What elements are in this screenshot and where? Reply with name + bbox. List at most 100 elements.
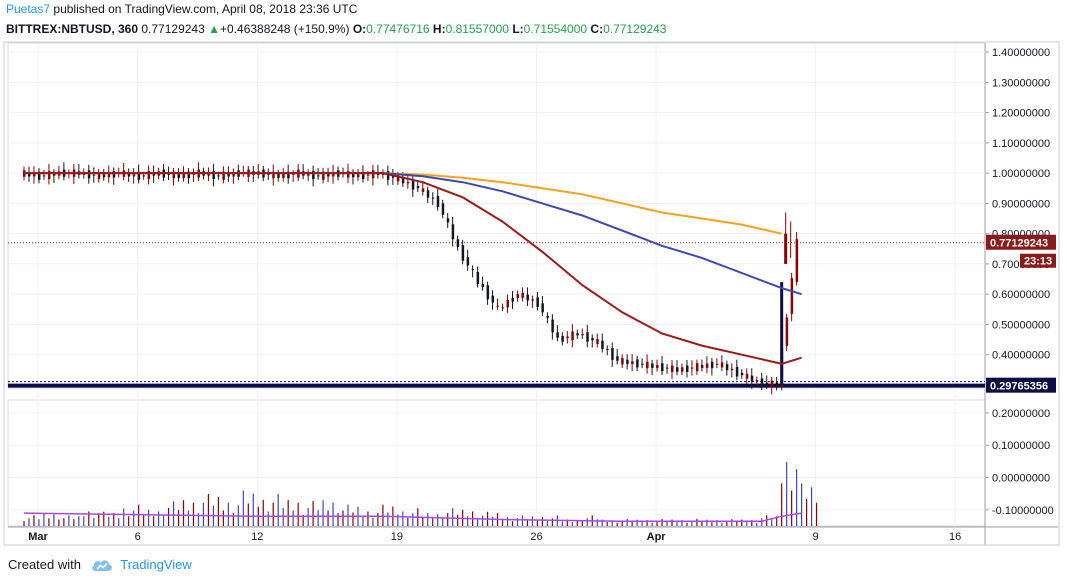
candle[interactable]: [431, 197, 435, 199]
candle[interactable]: [705, 363, 709, 368]
candle[interactable]: [616, 356, 619, 361]
candle[interactable]: [661, 363, 664, 372]
candle[interactable]: [312, 171, 315, 180]
candle[interactable]: [740, 372, 744, 376]
candle[interactable]: [790, 278, 794, 314]
candle[interactable]: [486, 285, 490, 300]
candle[interactable]: [561, 335, 564, 342]
candle[interactable]: [272, 171, 275, 179]
candle[interactable]: [426, 190, 430, 198]
spike-candle[interactable]: [780, 282, 784, 385]
candle[interactable]: [506, 299, 510, 308]
candle[interactable]: [87, 170, 91, 179]
candle[interactable]: [222, 171, 225, 180]
candle[interactable]: [770, 380, 774, 388]
candle[interactable]: [496, 305, 500, 307]
candle[interactable]: [47, 171, 51, 180]
candle[interactable]: [97, 172, 101, 180]
candle[interactable]: [750, 375, 754, 382]
candle[interactable]: [720, 362, 724, 368]
candle[interactable]: [327, 173, 330, 177]
candle[interactable]: [476, 271, 480, 284]
candle[interactable]: [656, 365, 659, 368]
candle[interactable]: [626, 359, 629, 365]
candle[interactable]: [107, 172, 111, 178]
candle[interactable]: [646, 361, 649, 369]
candle[interactable]: [232, 172, 235, 177]
candle[interactable]: [371, 170, 375, 179]
candle[interactable]: [386, 171, 390, 180]
candle[interactable]: [541, 303, 544, 313]
candle[interactable]: [27, 172, 31, 177]
candle[interactable]: [277, 173, 280, 178]
candle[interactable]: [596, 338, 599, 344]
candle[interactable]: [406, 181, 410, 184]
candle[interactable]: [671, 365, 674, 372]
candle[interactable]: [52, 172, 56, 176]
tradingview-brand[interactable]: TradingView: [120, 557, 192, 572]
candle[interactable]: [710, 361, 714, 369]
candle[interactable]: [37, 171, 41, 180]
candle[interactable]: [481, 283, 485, 288]
candle[interactable]: [42, 175, 46, 177]
candle[interactable]: [187, 171, 190, 179]
candle[interactable]: [152, 172, 156, 176]
ma-short-line[interactable]: [24, 172, 802, 365]
candle[interactable]: [784, 233, 788, 264]
candle[interactable]: [745, 373, 749, 379]
candle[interactable]: [571, 331, 574, 341]
author-link[interactable]: Puetas7: [6, 2, 51, 16]
candle[interactable]: [212, 171, 215, 180]
candle[interactable]: [601, 340, 604, 349]
candle[interactable]: [765, 382, 769, 384]
candle[interactable]: [287, 171, 290, 179]
candle[interactable]: [735, 366, 739, 377]
candle[interactable]: [491, 295, 495, 303]
candle[interactable]: [347, 171, 350, 178]
candle[interactable]: [366, 174, 370, 176]
candle[interactable]: [137, 171, 141, 180]
candle[interactable]: [451, 224, 455, 240]
candle[interactable]: [401, 177, 405, 184]
volume-pane[interactable]: [7, 399, 986, 527]
candle[interactable]: [581, 333, 584, 336]
candle[interactable]: [531, 299, 534, 301]
candle[interactable]: [267, 173, 270, 175]
candle[interactable]: [591, 338, 594, 341]
candle[interactable]: [526, 294, 529, 301]
candle[interactable]: [501, 307, 505, 309]
candle[interactable]: [576, 333, 579, 336]
candle[interactable]: [441, 203, 445, 215]
candle[interactable]: [690, 367, 694, 369]
candle[interactable]: [551, 319, 554, 333]
candle[interactable]: [356, 174, 360, 178]
candle[interactable]: [127, 172, 131, 177]
candle[interactable]: [546, 315, 549, 318]
candle[interactable]: [182, 173, 186, 178]
candle[interactable]: [217, 175, 220, 177]
symbol-label[interactable]: BITTREX:NBTUSD, 360: [6, 22, 139, 36]
volume-ma-line[interactable]: [23, 512, 802, 522]
candle[interactable]: [132, 173, 136, 177]
candle[interactable]: [391, 176, 395, 178]
candle[interactable]: [680, 367, 684, 372]
candle[interactable]: [566, 336, 569, 339]
candle[interactable]: [416, 185, 420, 189]
candle[interactable]: [411, 180, 415, 190]
candle[interactable]: [611, 348, 614, 360]
candle[interactable]: [102, 174, 106, 178]
candle[interactable]: [795, 239, 799, 282]
candle[interactable]: [456, 239, 460, 247]
candle[interactable]: [292, 173, 295, 175]
candle[interactable]: [521, 292, 524, 298]
candle[interactable]: [775, 382, 779, 387]
candle[interactable]: [192, 173, 195, 175]
candle[interactable]: [725, 364, 729, 371]
candle[interactable]: [685, 365, 689, 372]
candle[interactable]: [785, 317, 789, 346]
candle[interactable]: [207, 172, 210, 176]
candle[interactable]: [361, 172, 365, 180]
candle[interactable]: [511, 298, 515, 302]
candle[interactable]: [675, 367, 679, 372]
